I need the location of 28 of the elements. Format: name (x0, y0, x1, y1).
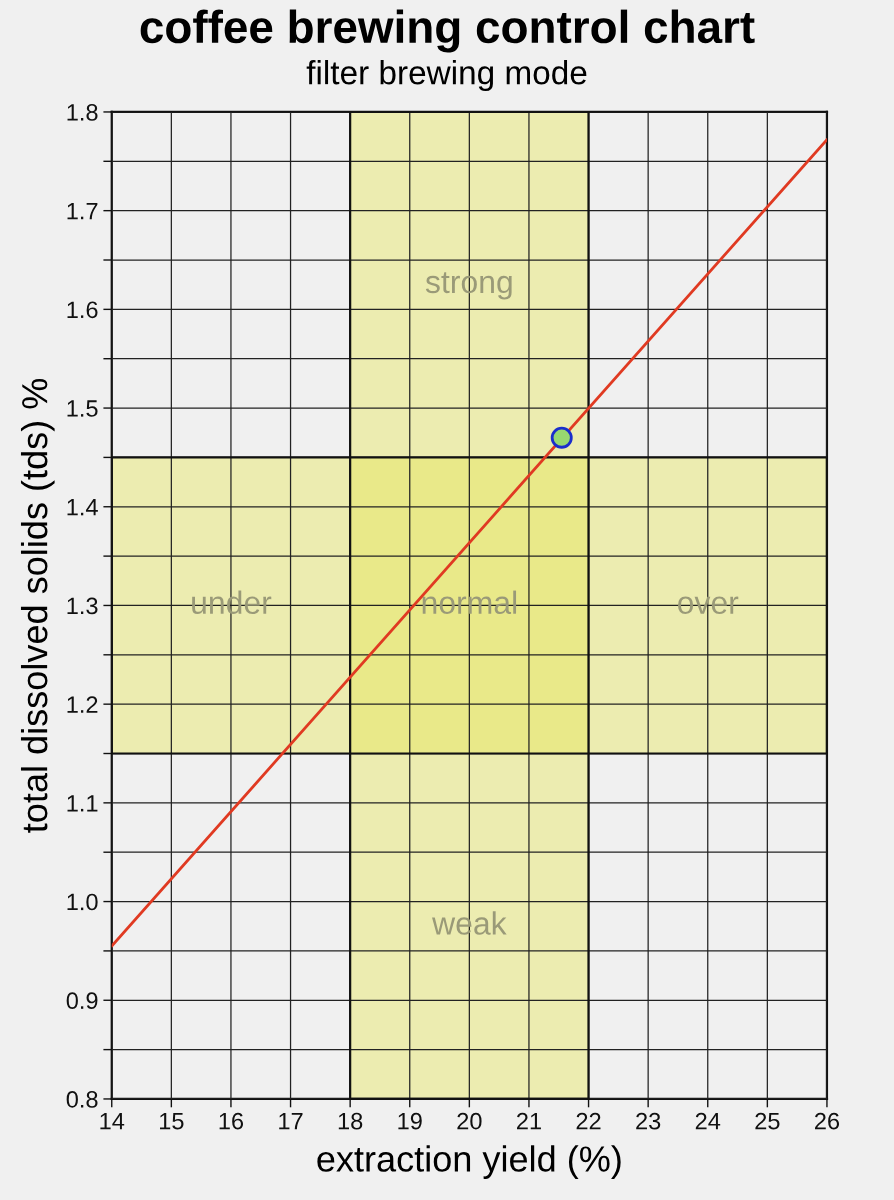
x-tick-label: 16 (219, 1112, 244, 1130)
y-tick-label: 1.3 (67, 597, 98, 615)
y-tick-label: 0.8 (66, 1091, 98, 1108)
y-tick-label: 1.8 (67, 104, 98, 121)
x-tick-label: 20 (457, 1112, 482, 1130)
chart-subtitle: filter brewing mode (306, 60, 587, 92)
x-tick-label: 24 (695, 1112, 721, 1130)
x-tick-label: 14 (100, 1113, 125, 1130)
x-tick-label: 23 (636, 1112, 661, 1130)
y-tick-label: 1.0 (67, 893, 98, 911)
x-tick-label: 15 (160, 1113, 184, 1130)
y-tick-label: 1.7 (67, 202, 98, 220)
y-tick-label: 1.5 (67, 400, 98, 417)
x-axis-title: extraction yield (%) (317, 1145, 621, 1179)
y-tick-label: 1.2 (67, 696, 98, 713)
x-tick-label: 21 (517, 1112, 541, 1130)
x-tick-label: 19 (398, 1112, 422, 1130)
x-tick-label: 17 (279, 1113, 303, 1130)
y-tick-label: 1.6 (67, 301, 98, 319)
x-tick-label: 25 (755, 1112, 780, 1130)
y-axis-title: total dissolved solids (tds) % (20, 378, 55, 833)
y-tick-label: 0.9 (66, 992, 98, 1010)
x-tick-label: 18 (338, 1112, 363, 1130)
y-tick-label: 1.4 (67, 499, 98, 516)
y-tick-label: 1.1 (67, 795, 98, 812)
x-tick-label: 26 (815, 1112, 840, 1130)
x-tick-label: 22 (576, 1112, 601, 1130)
chart-title: coffee brewing control chart (140, 9, 755, 53)
